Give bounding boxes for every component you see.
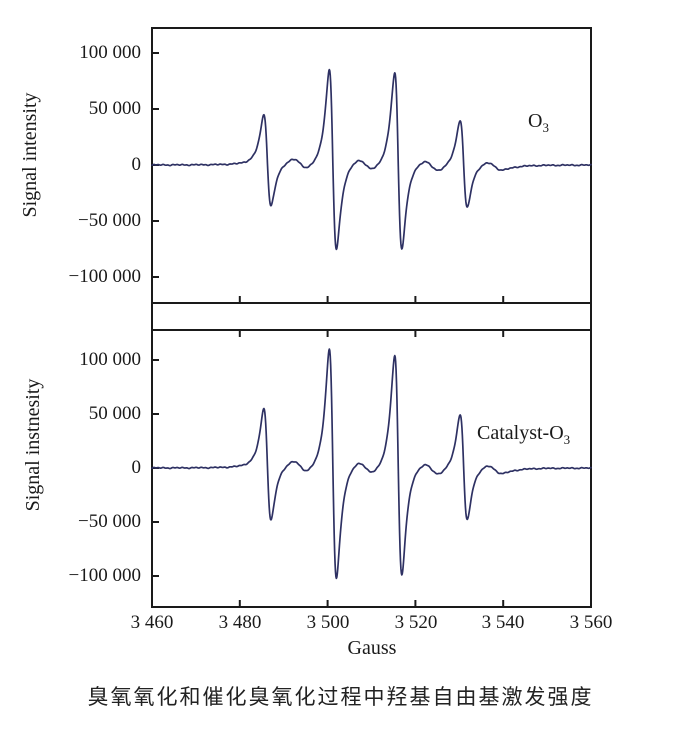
ytick-top-0: 0	[131, 154, 142, 175]
xtick-3560: 3 560	[569, 612, 613, 633]
series-label-o3-sub: 3	[542, 120, 549, 135]
xtick-3460: 3 460	[130, 612, 174, 633]
series-label-catalyst-o3-main: Catalyst-O	[477, 422, 564, 444]
series-label-o3: O3	[528, 110, 549, 136]
curve-o3	[151, 68, 592, 251]
ytick-bot-neg50000: −50 000	[78, 511, 141, 532]
ytick-bot-neg100000: −100 000	[68, 565, 141, 586]
y-axis-title-top: Signal intensity	[19, 92, 41, 218]
ytick-top-neg50000: −50 000	[78, 210, 141, 231]
ytick-top-100000: 100 000	[79, 42, 141, 63]
x-axis-title: Gauss	[347, 637, 397, 659]
y-axis-title-bottom: Signal instnesity	[22, 378, 44, 512]
xtick-3500: 3 500	[306, 612, 350, 633]
ytick-bot-100000: 100 000	[79, 349, 141, 370]
ytick-top-neg100000: −100 000	[68, 266, 141, 287]
plot-frame	[151, 27, 592, 608]
series-label-catalyst-o3: Catalyst-O3	[477, 422, 570, 448]
xtick-3480: 3 480	[218, 612, 262, 633]
figure-caption: 臭氧氧化和催化臭氧化过程中羟基自由基激发强度	[87, 685, 594, 709]
ytick-bot-0: 0	[131, 457, 142, 478]
series-label-catalyst-o3-sub: 3	[563, 432, 571, 447]
curve-catalyst-o3	[151, 348, 592, 580]
series-label-o3-main: O	[528, 110, 543, 132]
xtick-3520: 3 520	[394, 612, 438, 633]
ytick-bot-50000: 50 000	[88, 403, 141, 424]
xtick-3540: 3 540	[481, 612, 525, 633]
ytick-top-50000: 50 000	[88, 98, 141, 119]
